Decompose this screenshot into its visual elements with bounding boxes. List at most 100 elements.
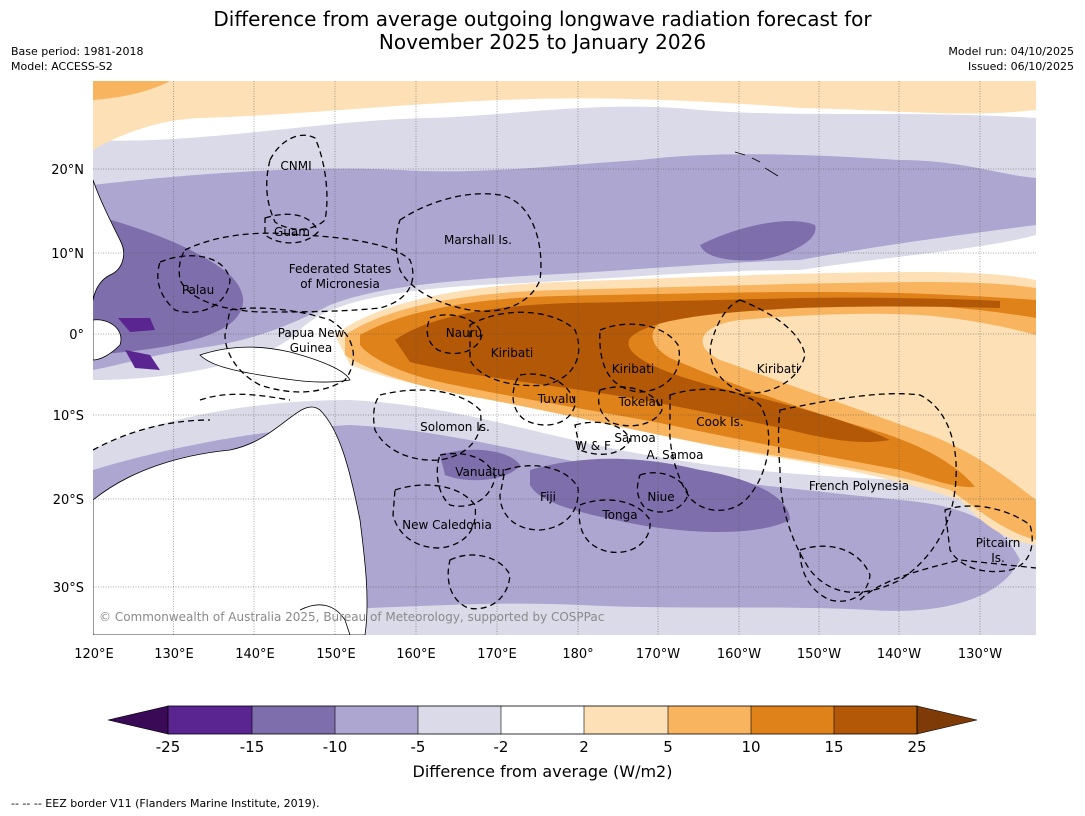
label-cook: Cook Is. [696,415,743,429]
eez-pitcairn [944,505,1033,573]
lat-tick-10n: 10°N [51,247,84,262]
colorbar-seg-4 [418,706,501,734]
base-period: Base period: 1981-2018 [11,45,144,58]
cb-tick-4: -5 [411,738,426,756]
lat-tick-10s: 10°S [53,409,84,424]
colorbar-extend-low [107,705,169,735]
anomaly-region-dark-purple [118,318,160,370]
cb-tick-9: 15 [824,738,843,756]
eez-south-lines [93,393,1036,601]
lon-tick-150e: 150°E [316,647,356,662]
label-kiribati-3: Kiribati [757,362,799,376]
eez-kiribati-west [469,311,580,387]
eez-vanuatu [436,452,496,507]
cb-tick-6: 2 [579,738,589,756]
eez-kiribati-east [709,299,806,394]
lon-tick-140w: 140°W [877,647,921,662]
island-outlines [299,151,779,635]
anomaly-region-dark-orange [395,297,1000,442]
anomaly-region-medium-purple-vanuatu [440,449,520,481]
colorbar-seg-6 [584,706,668,734]
lon-tick-160w: 160°W [717,647,761,662]
label-solomon: Solomon Is. [420,420,490,434]
eez-cnmi [266,134,328,230]
eez-marshall [395,193,542,312]
lat-tick-30s: 30°S [53,581,84,596]
label-tonga: Tonga [601,508,637,522]
cb-tick-5: -2 [494,738,509,756]
lat-tick-20n: 20°N [51,163,84,178]
label-tuvalu: Tuvalu [537,392,577,406]
anomaly-region-medium-purple-hawaii [700,221,816,261]
eez-samoa [574,421,631,455]
cb-tick-8: 10 [741,738,760,756]
title-line-2: November 2025 to January 2026 [378,30,707,54]
colorbar-seg-8 [751,706,834,734]
meta-right: Model run: 04/10/2025 Issued: 06/10/2025 [948,44,1074,74]
label-niue: Niue [647,490,674,504]
copyright-notice: © Commonwealth of Australia 2025, Bureau… [99,610,604,624]
colorbar-seg-7 [668,706,751,734]
coastline-australia [93,406,368,635]
lon-axis: 120°E 130°E 140°E 150°E 160°E 170°E 180°… [74,647,1002,662]
coastline-hawaii [734,151,779,177]
cb-tick-7: 5 [663,738,673,756]
colorbar-seg-2 [252,706,335,734]
model-name: Model: ACCESS-S2 [11,60,113,73]
lat-axis: 20°N 10°N 0° 10°S 20°S 30°S [51,163,84,596]
colorbar-outline [167,705,918,735]
label-cnmi: CNMI [280,159,311,173]
label-vanuatu: Vanuatu [455,465,505,479]
meta-left: Base period: 1981-2018 Model: ACCESS-S2 [11,44,143,74]
eez-png [224,307,354,393]
label-tokelau: Tokelau [618,395,664,409]
label-new-caledonia: New Caledonia [402,518,492,532]
anomaly-region-positive-nw-orange [93,81,170,100]
cb-tick-2: -15 [240,738,265,756]
eez-nauru [426,314,483,355]
label-guam: Guam [274,225,310,239]
anomaly-region-positive-nw [93,81,1036,150]
label-palau: Palau [182,283,214,297]
issued-date: Issued: 06/10/2025 [967,60,1074,73]
lon-tick-170w: 170°W [636,647,680,662]
eez-kiribati-central [599,323,680,393]
coastline-new-guinea [199,346,351,383]
eez-solomon [373,389,482,461]
label-samoa: Samoa [614,431,655,445]
colorbar-seg-1 [168,706,252,734]
lon-tick-130e: 130°E [154,647,194,662]
colorbar-seg-9 [834,706,917,734]
lon-tick-170e: 170°E [477,647,517,662]
cb-tick-3: -10 [323,738,348,756]
coastline-group [93,179,368,635]
lat-tick-20s: 20°S [53,493,84,508]
eez-south-loops [447,545,871,610]
label-marshall: Marshall Is. [444,233,512,247]
colorbar-seg-5 [501,706,584,734]
eez-niue [636,472,689,513]
colorbar-seg-3 [335,706,418,734]
colorbar-ticks: -25 -15 -10 -5 -2 2 5 10 15 25 [156,738,927,756]
lon-tick-130w: 130°W [958,647,1002,662]
eez-fiji [499,465,579,531]
eez-guam [264,213,319,244]
eez-palau [157,255,231,314]
title-line-1: Difference from average outgoing longwav… [213,7,872,31]
eez-fsm [178,232,414,313]
label-png-line2: Guinea [290,341,333,355]
cb-tick-10: 25 [907,738,926,756]
coastline-philippines [93,179,124,301]
label-pitcairn-line1: Pitcairn [976,536,1021,550]
lon-tick-140e: 140°E [235,647,275,662]
lon-tick-160e: 160°E [396,647,436,662]
lon-tick-180: 180° [562,647,593,662]
label-kiribati-1: Kiribati [491,346,533,360]
label-french-polynesia: French Polynesia [809,479,909,493]
model-run: Model run: 04/10/2025 [948,45,1074,58]
chart-title: Difference from average outgoing longwav… [0,8,1085,54]
map-area: CNMI Guam Marshall Is. Federated States … [93,81,1036,635]
eez-footnote: -- -- -- EEZ border V11 (Flanders Marine… [11,797,320,810]
label-fiji: Fiji [540,490,556,504]
